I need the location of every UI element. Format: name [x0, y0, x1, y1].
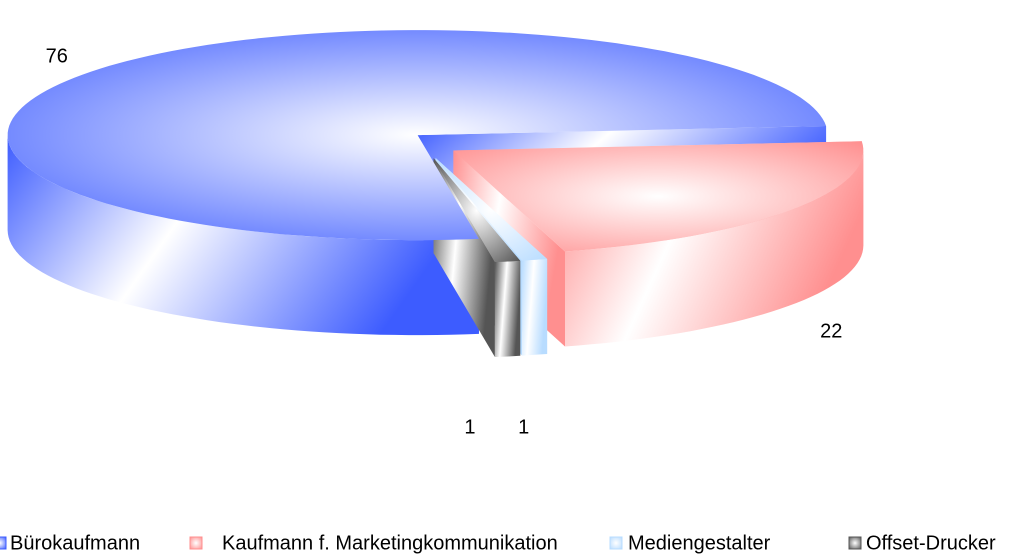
legend-marker [189, 536, 203, 550]
legend-label: Mediengestalter [628, 532, 771, 554]
legend: Bürokaufmann Kaufmann f. Marketingkommuni… [0, 532, 996, 554]
legend-label: Kaufmann f. Marketingkommunikation [222, 532, 558, 554]
data-label: 1 [464, 416, 475, 438]
slice-wall [7, 135, 479, 336]
legend-marker [0, 536, 7, 550]
slice-top [7, 30, 827, 241]
slice-wall [565, 150, 864, 347]
data-labels: 76 22 1 1 [46, 46, 843, 439]
pie-tops [7, 30, 864, 262]
legend-marker [609, 536, 623, 550]
data-label: 1 [518, 416, 529, 438]
legend-label: Offset-Drucker [866, 532, 996, 554]
slice-wall [522, 259, 548, 356]
data-label: 76 [46, 46, 68, 68]
slice-wall [494, 260, 521, 357]
data-label: 22 [820, 321, 842, 343]
slice-top [435, 157, 548, 261]
slice-top [453, 141, 864, 252]
slice-top [433, 158, 521, 262]
legend-label: Bürokaufmann [10, 532, 140, 554]
legend-marker [848, 536, 862, 550]
